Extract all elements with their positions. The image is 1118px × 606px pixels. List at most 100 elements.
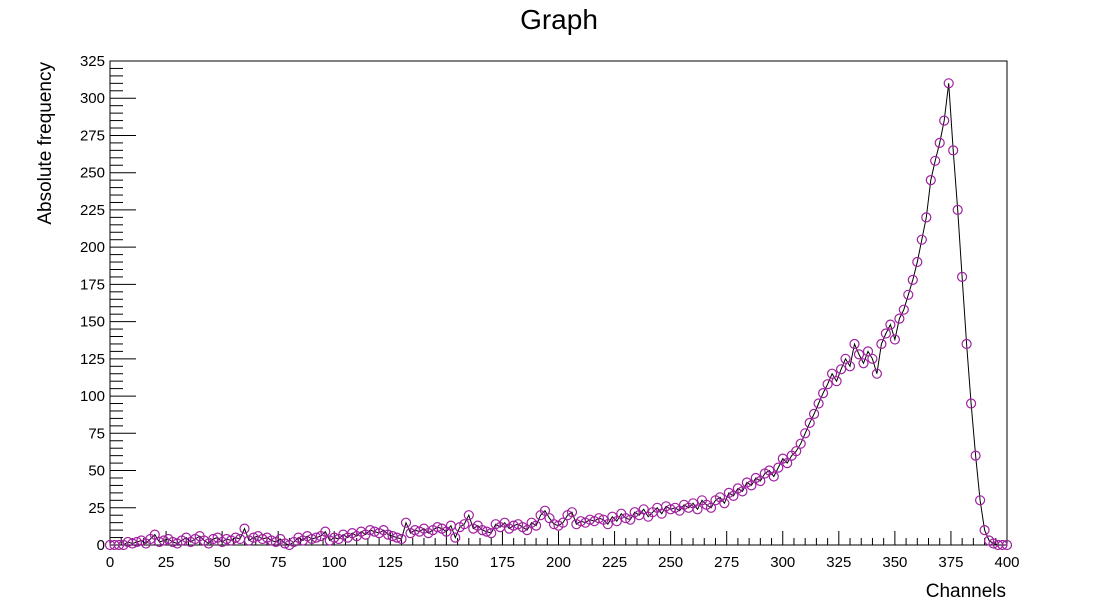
data-point <box>979 524 990 536</box>
chart-title: Graph <box>520 4 598 35</box>
x-tick-label: 250 <box>658 554 683 571</box>
data-point <box>611 516 622 527</box>
data-point <box>620 513 631 524</box>
data-point <box>817 388 829 399</box>
data-point <box>311 532 322 543</box>
x-tick-label: 375 <box>938 554 963 571</box>
data-point <box>916 234 927 245</box>
data-point <box>486 527 497 539</box>
data-point <box>800 428 811 439</box>
data-point <box>365 524 376 536</box>
data-point <box>625 514 636 525</box>
x-tick-label: 200 <box>546 554 571 571</box>
y-tick-label: 250 <box>80 165 105 182</box>
data-point <box>320 526 331 537</box>
data-point <box>329 532 340 543</box>
data-point <box>705 502 717 513</box>
x-tick-label: 125 <box>378 554 403 571</box>
data-point <box>885 319 896 330</box>
data-point <box>907 274 918 285</box>
data-point <box>746 480 757 491</box>
y-tick-label: 150 <box>80 314 105 331</box>
x-tick-label: 25 <box>158 554 175 571</box>
y-tick-label: 175 <box>80 276 105 293</box>
data-point <box>826 368 838 379</box>
data-point <box>602 519 613 530</box>
data-point <box>889 334 901 345</box>
data-point <box>557 517 569 528</box>
data-point <box>400 517 412 528</box>
data-point <box>208 533 219 545</box>
data-point <box>239 523 250 534</box>
x-tick-label: 325 <box>826 554 851 571</box>
data-point <box>952 204 963 215</box>
data-point <box>391 532 403 543</box>
data-point <box>728 490 739 501</box>
data-point <box>867 353 878 364</box>
x-tick-label: 100 <box>322 554 347 571</box>
y-tick-label: 50 <box>88 463 105 480</box>
x-tick-label: 400 <box>994 554 1019 571</box>
data-point <box>1001 539 1013 551</box>
data-point <box>791 446 802 457</box>
data-point <box>638 504 649 515</box>
axes: 0 25 50 75 100 125 150 175 200 225 250 275 300 325 350… <box>80 53 1020 571</box>
data-point <box>813 398 824 409</box>
data-point <box>876 338 887 350</box>
data-point <box>943 78 954 89</box>
data-point <box>450 532 461 543</box>
data-point <box>956 271 968 282</box>
data-point <box>521 524 533 536</box>
data-point <box>768 471 779 482</box>
data-point <box>782 458 793 469</box>
data-point <box>719 498 730 509</box>
data-point <box>692 504 703 515</box>
data-point <box>127 538 138 549</box>
y-tick-label: 100 <box>80 388 105 405</box>
data-point <box>387 530 398 542</box>
data-point <box>871 368 883 379</box>
x-tick-label: 175 <box>490 554 515 571</box>
data-point <box>898 304 909 315</box>
data-point <box>835 364 847 375</box>
data-point <box>773 462 784 473</box>
data-point <box>566 507 578 518</box>
x-tick-label: 75 <box>270 554 287 571</box>
y-tick-label: 225 <box>80 202 105 219</box>
data-point <box>808 408 820 419</box>
data-point <box>113 539 125 551</box>
data-point <box>477 524 488 536</box>
data-point <box>149 529 160 540</box>
y-tick-label: 25 <box>88 500 105 517</box>
data-point <box>925 175 936 186</box>
x-tick-label: 225 <box>602 554 627 571</box>
data-point <box>383 529 394 540</box>
data-point <box>154 536 165 548</box>
data-point <box>849 338 860 350</box>
y-tick-label: 0 <box>97 537 105 554</box>
data-point <box>858 358 869 369</box>
data-point <box>997 539 1008 551</box>
x-tick-label: 275 <box>714 554 739 571</box>
data-point <box>894 313 905 324</box>
data-point <box>903 289 914 300</box>
data-point <box>844 361 856 372</box>
data-point <box>822 379 833 390</box>
data-point <box>463 510 474 521</box>
data-point <box>965 398 977 409</box>
data-point <box>459 519 470 530</box>
y-tick-label: 325 <box>80 53 105 70</box>
data-point <box>862 346 874 357</box>
data-point <box>396 533 407 545</box>
x-tick-label: 0 <box>106 554 114 571</box>
data-point <box>948 145 959 156</box>
data-point <box>939 115 950 126</box>
data-point <box>539 505 551 516</box>
data-point <box>961 338 972 350</box>
data-point <box>481 526 492 537</box>
data-point <box>970 450 981 461</box>
y-tick-label: 125 <box>80 351 105 368</box>
data-point <box>974 495 986 506</box>
